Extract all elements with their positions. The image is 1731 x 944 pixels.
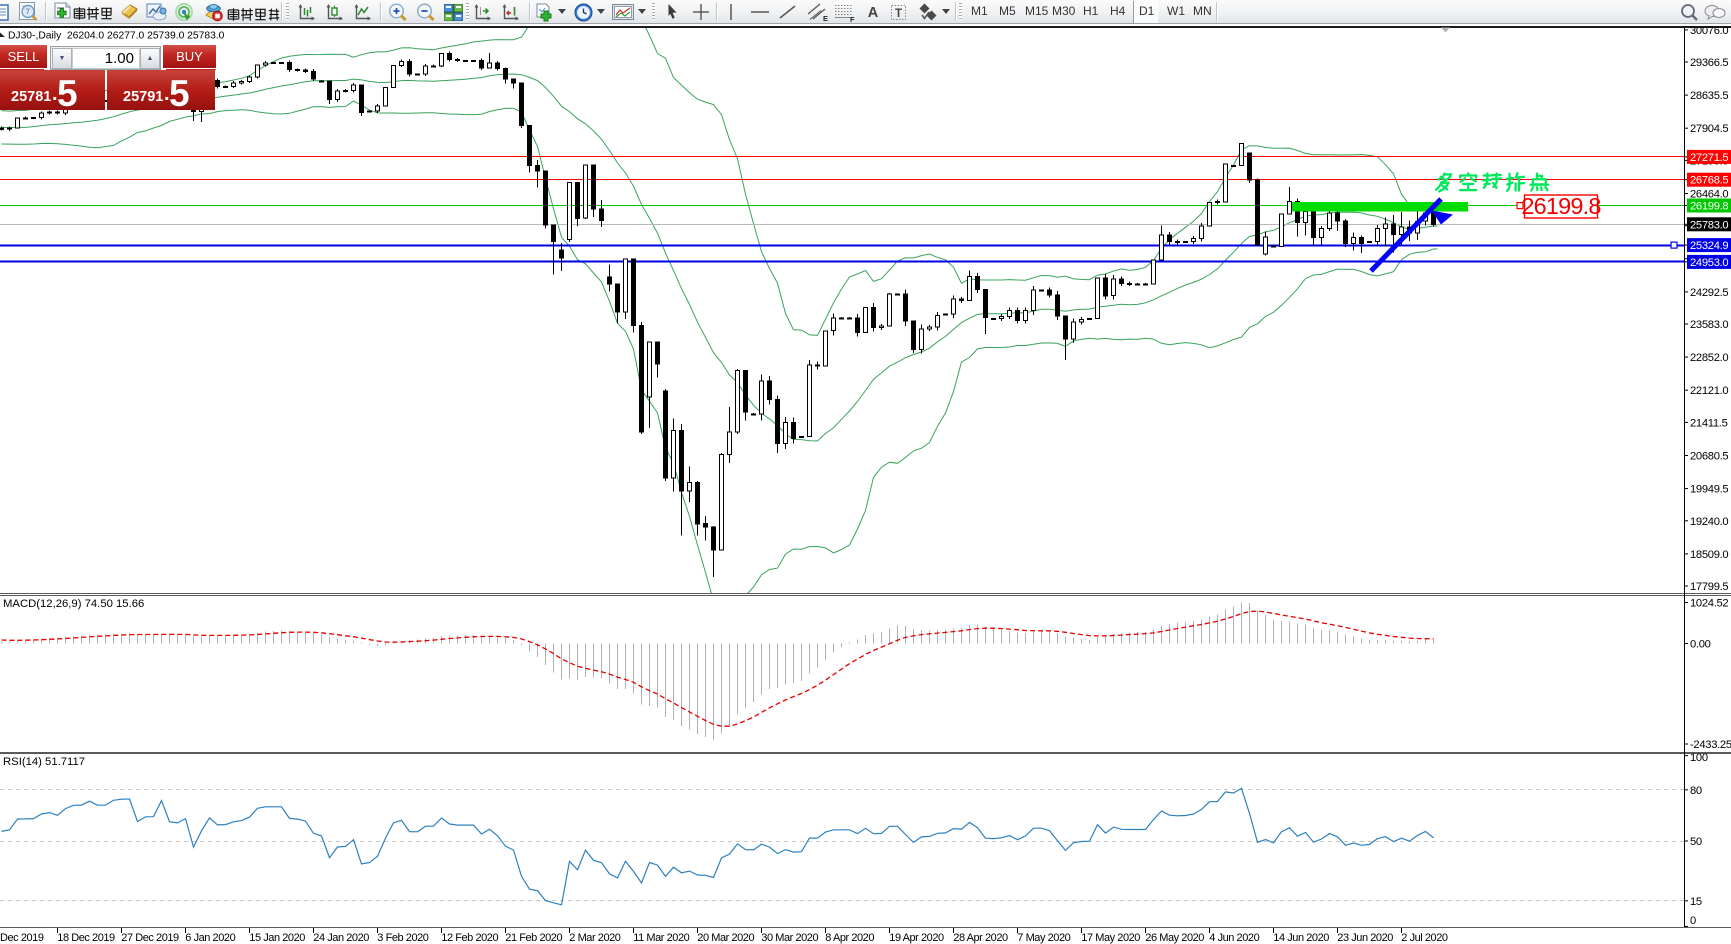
svg-text:11 Mar 2020: 11 Mar 2020: [633, 932, 689, 944]
svg-text:28 Apr 2020: 28 Apr 2020: [953, 932, 1008, 944]
svg-text:19 Apr 2020: 19 Apr 2020: [889, 932, 944, 944]
svg-text:20680.5: 20680.5: [1690, 451, 1728, 463]
svg-text:2 Jul 2020: 2 Jul 2020: [1401, 932, 1448, 944]
svg-text:14 Jun 2020: 14 Jun 2020: [1273, 932, 1329, 944]
svg-text:6 Jan 2020: 6 Jan 2020: [185, 932, 235, 944]
svg-text:0: 0: [1690, 915, 1696, 927]
svg-text:1024.52: 1024.52: [1690, 598, 1728, 610]
svg-text:3 Feb 2020: 3 Feb 2020: [377, 932, 428, 944]
svg-text:80: 80: [1690, 785, 1702, 797]
svg-text:DJ30-,Daily 26204.0 26277.0 2: DJ30-,Daily 26204.0 26277.0 25739.0 2578…: [8, 31, 225, 42]
svg-text:26 May 2020: 26 May 2020: [1145, 932, 1204, 944]
svg-text:30076.0: 30076.0: [1690, 25, 1728, 37]
svg-text:20 Mar 2020: 20 Mar 2020: [697, 932, 754, 944]
svg-text:23 Jun 2020: 23 Jun 2020: [1337, 932, 1393, 944]
svg-text:E: E: [823, 14, 828, 22]
svg-text:26199.8: 26199.8: [1690, 201, 1728, 213]
svg-text:MACD(12,26,9) 74.50 15.66: MACD(12,26,9) 74.50 15.66: [3, 598, 144, 610]
svg-text:22121.0: 22121.0: [1690, 385, 1728, 397]
svg-text:26464.0: 26464.0: [1690, 189, 1728, 201]
svg-text:0.00: 0.00: [1690, 639, 1711, 651]
svg-text:24953.0: 24953.0: [1690, 257, 1728, 269]
svg-text:27271.5: 27271.5: [1690, 152, 1728, 164]
svg-text:19240.0: 19240.0: [1690, 516, 1728, 528]
svg-text:17 May 2020: 17 May 2020: [1081, 932, 1140, 944]
svg-text:19949.5: 19949.5: [1690, 484, 1728, 496]
svg-text:RSI(14) 51.7117: RSI(14) 51.7117: [3, 756, 85, 768]
svg-text:Dec 2019: Dec 2019: [0, 932, 44, 944]
svg-text:25324.9: 25324.9: [1690, 240, 1728, 252]
svg-text:15: 15: [1690, 896, 1702, 908]
svg-text:25783.0: 25783.0: [1690, 219, 1728, 231]
svg-text:100: 100: [1690, 752, 1708, 764]
svg-text:17799.5: 17799.5: [1690, 581, 1728, 593]
svg-text:30 Mar 2020: 30 Mar 2020: [761, 932, 818, 944]
svg-text:26199.8: 26199.8: [1521, 193, 1601, 219]
svg-text:27904.5: 27904.5: [1690, 123, 1728, 135]
svg-text:50: 50: [1690, 836, 1702, 848]
svg-text:18509.0: 18509.0: [1690, 549, 1728, 561]
svg-text:-2433.25: -2433.25: [1690, 739, 1731, 751]
svg-text:29366.5: 29366.5: [1690, 57, 1728, 69]
svg-text:23583.0: 23583.0: [1690, 319, 1728, 331]
svg-text:18 Dec 2019: 18 Dec 2019: [57, 932, 115, 944]
svg-text:15 Jan 2020: 15 Jan 2020: [249, 932, 305, 944]
svg-text:2 Mar 2020: 2 Mar 2020: [569, 932, 620, 944]
svg-text:26768.5: 26768.5: [1690, 175, 1728, 187]
svg-text:12 Feb 2020: 12 Feb 2020: [441, 932, 498, 944]
svg-text:28635.5: 28635.5: [1690, 90, 1728, 102]
svg-text:7 May 2020: 7 May 2020: [1017, 932, 1070, 944]
svg-text:T: T: [895, 8, 902, 20]
svg-text:4 Jun 2020: 4 Jun 2020: [1209, 932, 1259, 944]
svg-text:21411.5: 21411.5: [1690, 417, 1728, 429]
svg-text:8 Apr 2020: 8 Apr 2020: [825, 932, 874, 944]
svg-text:27 Dec 2019: 27 Dec 2019: [121, 932, 179, 944]
svg-text:F: F: [850, 15, 855, 22]
svg-text:24292.5: 24292.5: [1690, 287, 1728, 299]
svg-text:22852.0: 22852.0: [1690, 352, 1728, 364]
svg-text:24 Jan 2020: 24 Jan 2020: [313, 932, 369, 944]
svg-text:21 Feb 2020: 21 Feb 2020: [505, 932, 562, 944]
